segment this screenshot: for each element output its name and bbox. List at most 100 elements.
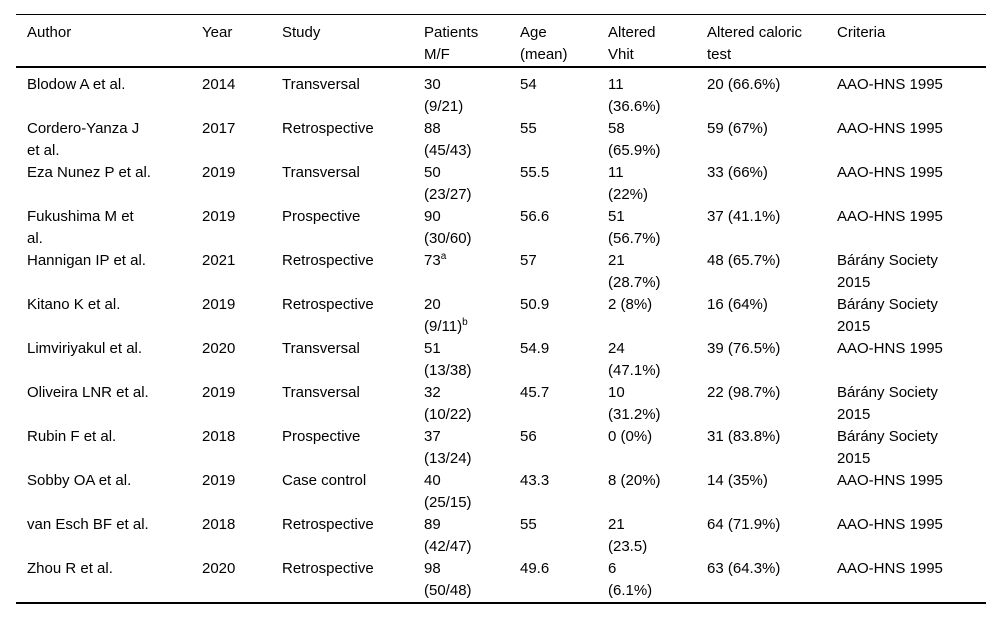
table-cell: 8 (20%) (608, 472, 661, 489)
table-cell: Bárány Society 2015 (837, 296, 938, 335)
table-cell: 0 (0%) (608, 428, 653, 445)
table-cell: Rubin F et al. (27, 428, 117, 445)
table-cell: Retrospective (282, 296, 374, 313)
table-cell: 32 (10/22) (424, 384, 472, 423)
table-cell: 56.6 (520, 208, 550, 225)
table-cell: 2018 (202, 516, 236, 533)
table-cell: Case control (282, 472, 367, 489)
column-header-patients: Patients M/F (424, 14, 520, 68)
table-cell: 10 (31.2%) (608, 384, 661, 423)
table-cell: 54 (520, 76, 537, 93)
table-cell: 49.6 (520, 560, 550, 577)
table-cell: Prospective (282, 208, 361, 225)
table-row: Blodow A et al. 2014 Transversal 30 (9/21) 54… (16, 67, 986, 118)
table-cell: 73a (424, 251, 447, 270)
table-row: van Esch BF et al. 2018 Retrospective 89 (42… (16, 514, 986, 558)
table-cell: AAO-HNS 1995 (837, 560, 943, 577)
table-cell: AAO-HNS 1995 (837, 208, 943, 225)
table-row: Eza Nunez P et al. 2019 Transversal 50 (23/2… (16, 162, 986, 206)
table-row: Hannigan IP et al. 2021 Retrospective 73a 57… (16, 250, 986, 294)
column-header-year: Year (202, 14, 282, 68)
table-cell: 2017 (202, 120, 236, 137)
table-cell: 89 (42/47) (424, 516, 472, 555)
table-cell: 98 (50/48) (424, 560, 472, 599)
table-cell: Prospective (282, 428, 361, 445)
table-cell: AAO-HNS 1995 (837, 472, 943, 489)
header-row: Author Year Study Patients M/F Age (mean… (16, 14, 986, 68)
table-cell: 57 (520, 252, 537, 269)
table-row: Fukushima M et al. 2019 Prospective 90 (30/60… (16, 206, 986, 250)
table-cell: 45.7 (520, 384, 550, 401)
table-row: Sobby OA et al. 2019 Case control 40 (25/15)… (16, 470, 986, 514)
studies-table: Author Year Study Patients M/F Age (mean… (16, 14, 986, 604)
table-cell: Bárány Society 2015 (837, 384, 938, 423)
table-cell: Sobby OA et al. (27, 472, 132, 489)
table-body: Blodow A et al. 2014 Transversal 30 (9/21) 54… (16, 67, 986, 603)
table-cell: Oliveira LNR et al. (27, 384, 149, 401)
table-cell: Transversal (282, 76, 360, 93)
table-cell: 59 (67%) (707, 120, 768, 137)
table-cell: 50 (23/27) (424, 164, 472, 203)
table-cell: 20 (66.6%) (707, 76, 781, 93)
table-cell: Transversal (282, 384, 360, 401)
table-cell: 54.9 (520, 340, 550, 357)
table-cell: van Esch BF et al. (27, 516, 149, 533)
table-cell: 2019 (202, 472, 236, 489)
table-cell: 58 (65.9%) (608, 120, 661, 159)
table-cell: 22 (98.7%) (707, 384, 781, 401)
table-cell: 21 (23.5) (608, 516, 648, 555)
table-cell: AAO-HNS 1995 (837, 120, 943, 137)
table-cell: 39 (76.5%) (707, 340, 781, 357)
table-cell: 16 (64%) (707, 296, 768, 313)
table-cell: 63 (64.3%) (707, 560, 781, 577)
table-cell: 11 (36.6%) (608, 76, 661, 115)
table-cell: 55.5 (520, 164, 550, 181)
table-cell: 30 (9/21) (424, 76, 464, 115)
column-header-criteria: Criteria (837, 14, 986, 68)
table-cell: 88 (45/43) (424, 120, 472, 159)
table-cell: Fukushima M et al. (27, 208, 134, 247)
table-row: Oliveira LNR et al. 2019 Transversal 32 (10/… (16, 382, 986, 426)
table-cell: Retrospective (282, 560, 374, 577)
table-cell: AAO-HNS 1995 (837, 340, 943, 357)
table-cell: 37 (41.1%) (707, 208, 781, 225)
table-cell: 14 (35%) (707, 472, 768, 489)
table-cell: Blodow A et al. (27, 76, 126, 93)
table-cell: 37 (13/24) (424, 428, 472, 467)
table-cell: 31 (83.8%) (707, 428, 781, 445)
table-row: Kitano K et al. 2019 Retrospective 20 (9/11)… (16, 294, 986, 338)
table-cell: 40 (25/15) (424, 472, 472, 511)
table-row: Rubin F et al. 2018 Prospective 37 (13/24) 56… (16, 426, 986, 470)
table-cell: 2014 (202, 76, 236, 93)
table-cell: 90 (30/60) (424, 208, 472, 247)
column-header-author: Author (16, 14, 202, 68)
table-cell: Transversal (282, 164, 360, 181)
table-cell: 20 (9/11)b (424, 296, 468, 335)
table-cell: 48 (65.7%) (707, 252, 781, 269)
table-cell: Hannigan IP et al. (27, 252, 146, 269)
column-header-altered-vhit: Altered Vhit (608, 14, 707, 68)
table-cell: Transversal (282, 340, 360, 357)
table-cell: Zhou R et al. (27, 560, 113, 577)
table-cell: 55 (520, 516, 537, 533)
table-cell: 6 (6.1%) (608, 560, 653, 599)
table-cell: 2021 (202, 252, 236, 269)
table-cell: 55 (520, 120, 537, 137)
table-row: Zhou R et al. 2020 Retrospective 98 (50/48) 4… (16, 558, 986, 603)
table-header: Author Year Study Patients M/F Age (mean… (16, 14, 986, 68)
table-cell: 2019 (202, 208, 236, 225)
table-cell: 51 (13/38) (424, 340, 472, 379)
table-cell: 64 (71.9%) (707, 516, 781, 533)
table-cell: Eza Nunez P et al. (27, 164, 151, 181)
table-cell: Bárány Society 2015 (837, 428, 938, 467)
table-cell: 2020 (202, 340, 236, 357)
table-cell: 2 (8%) (608, 296, 653, 313)
table-cell: Retrospective (282, 252, 374, 269)
table-cell: 2019 (202, 164, 236, 181)
table-cell: 21 (28.7%) (608, 252, 661, 291)
table-row: Limviriyakul et al. 2020 Transversal 51 (13/… (16, 338, 986, 382)
table-cell: 2020 (202, 560, 236, 577)
column-header-altered-caloric-test: Altered caloric test (707, 14, 837, 68)
table-cell: AAO-HNS 1995 (837, 164, 943, 181)
